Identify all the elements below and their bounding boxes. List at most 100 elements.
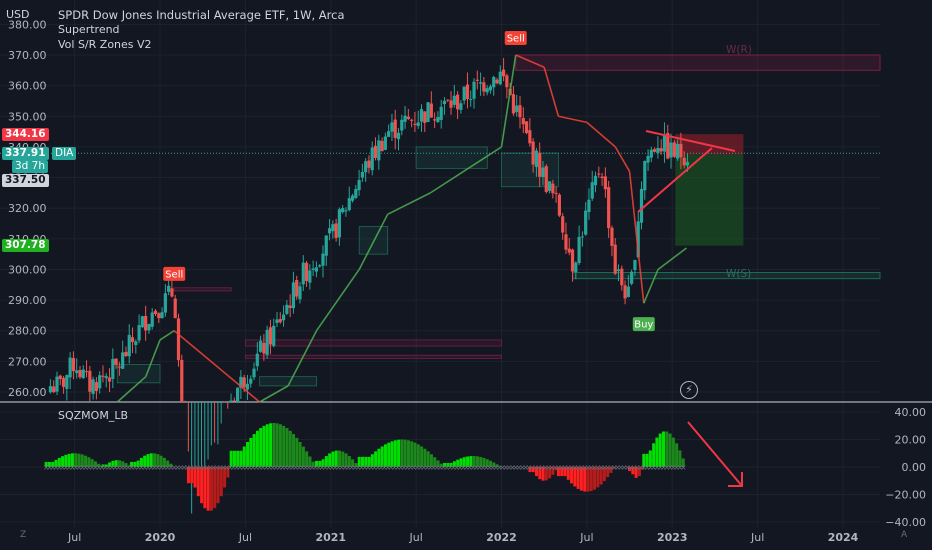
- grid-lines: [0, 0, 932, 528]
- squeeze-dot: ×: [46, 463, 53, 472]
- candle-body: [160, 312, 164, 319]
- momentum-bar: [612, 467, 616, 469]
- support-zone-label: W(S): [726, 268, 752, 280]
- squeeze-dot: ×: [361, 463, 368, 472]
- candle-body: [623, 285, 627, 299]
- candle-body: [492, 77, 496, 88]
- momentum-bar: [492, 462, 496, 467]
- osc-tick-label: 40.00: [895, 406, 927, 419]
- squeeze-dot: ×: [529, 463, 536, 472]
- momentum-bar: [475, 456, 479, 467]
- momentum-bar: [364, 456, 368, 467]
- squeeze-dot: ×: [634, 463, 641, 472]
- momentum-bar: [77, 453, 81, 467]
- z-icon[interactable]: Z: [20, 530, 27, 540]
- squeeze-dot: ×: [558, 463, 565, 472]
- momentum-bar: [269, 423, 273, 467]
- candle-body: [130, 337, 135, 343]
- momentum-bar: [393, 440, 397, 467]
- time-tick-label: Jul: [579, 531, 593, 544]
- squeeze-dot: ×: [312, 463, 319, 472]
- supertrend-up: [287, 330, 318, 387]
- squeeze-dot: ×: [611, 463, 618, 472]
- momentum-bar: [538, 467, 542, 480]
- momentum-bar: [410, 441, 414, 467]
- candle-body: [416, 122, 420, 126]
- time-tick-label: 2023: [657, 531, 688, 544]
- candle-body: [377, 140, 381, 161]
- candle-body: [48, 386, 53, 393]
- momentum-bar: [44, 461, 48, 467]
- supertrend-up: [657, 247, 687, 271]
- lightning-icon[interactable]: ⚡: [680, 381, 698, 399]
- candle-body: [232, 400, 236, 402]
- candle-body: [111, 358, 115, 379]
- candle-body: [393, 119, 397, 139]
- candle-body: [354, 189, 358, 198]
- squeeze-dot: ×: [289, 463, 296, 472]
- indicator-supertrend[interactable]: Supertrend: [58, 23, 120, 36]
- momentum-bar: [387, 442, 391, 467]
- momentum-bar: [498, 466, 502, 468]
- candle-body: [603, 176, 607, 190]
- oscillator-name[interactable]: SQZMOM_LB: [58, 409, 128, 422]
- squeeze-dot: ×: [476, 463, 483, 472]
- squeeze-dot: ×: [503, 463, 510, 472]
- auto-scale-icon[interactable]: A: [901, 530, 908, 540]
- momentum-bar: [156, 454, 160, 467]
- candle-body: [304, 262, 309, 282]
- momentum-bar: [661, 431, 665, 467]
- momentum-bar: [678, 450, 682, 467]
- momentum-bar: [452, 461, 456, 467]
- squeeze-dot: ×: [56, 463, 63, 472]
- momentum-bar: [377, 448, 381, 467]
- down-arrow-line: [687, 421, 743, 487]
- squeeze-dot: ×: [522, 463, 529, 472]
- squeeze-dot: ×: [355, 463, 362, 472]
- supertrend-up: [472, 146, 502, 166]
- supertrend-down: [586, 121, 616, 148]
- momentum-bar: [596, 467, 600, 488]
- candle-body: [81, 369, 85, 379]
- candle-body: [610, 227, 614, 246]
- candle-body: [272, 325, 276, 346]
- squeeze-dot: ×: [102, 463, 109, 472]
- squeeze-dot: ×: [470, 463, 477, 472]
- squeeze-dot: ×: [338, 463, 345, 472]
- squeeze-dot: ×: [105, 463, 112, 472]
- momentum-bar: [61, 456, 65, 467]
- momentum-bar: [668, 433, 672, 467]
- resistance-zone-label: W(R): [726, 44, 752, 56]
- candle-body: [593, 175, 598, 186]
- supertrend-up: [116, 376, 147, 403]
- squeeze-dot: ×: [223, 463, 230, 472]
- candle-body: [229, 400, 233, 402]
- momentum-bar: [606, 467, 610, 478]
- squeeze-dot: ×: [407, 463, 414, 472]
- candle-body: [528, 130, 532, 144]
- momentum-bar: [443, 462, 447, 467]
- squeeze-dot: ×: [414, 463, 421, 472]
- momentum-bar: [229, 450, 233, 467]
- candle-body: [580, 236, 584, 238]
- momentum-bar: [472, 456, 476, 467]
- squeeze-dot: ×: [420, 463, 427, 472]
- candle-body: [321, 253, 325, 266]
- trendline-drawings[interactable]: [637, 130, 743, 487]
- price-tick-label: 380.00: [8, 18, 47, 31]
- squeeze-dot: ×: [240, 463, 247, 472]
- momentum-bar: [51, 461, 55, 467]
- candle-body: [406, 116, 410, 119]
- momentum-bar: [544, 467, 548, 481]
- candle-body: [153, 310, 158, 315]
- indicator-vol-sr[interactable]: Vol S/R Zones V2: [58, 38, 152, 51]
- candlesticks: [48, 57, 690, 514]
- momentum-bar: [162, 457, 166, 467]
- candle-body: [534, 150, 539, 168]
- squeeze-dot: ×: [174, 463, 181, 472]
- candle-body: [387, 131, 391, 137]
- squeeze-dot: ×: [486, 463, 493, 472]
- price-tick-label: 260.00: [8, 386, 47, 399]
- squeeze-dot: ×: [660, 463, 667, 472]
